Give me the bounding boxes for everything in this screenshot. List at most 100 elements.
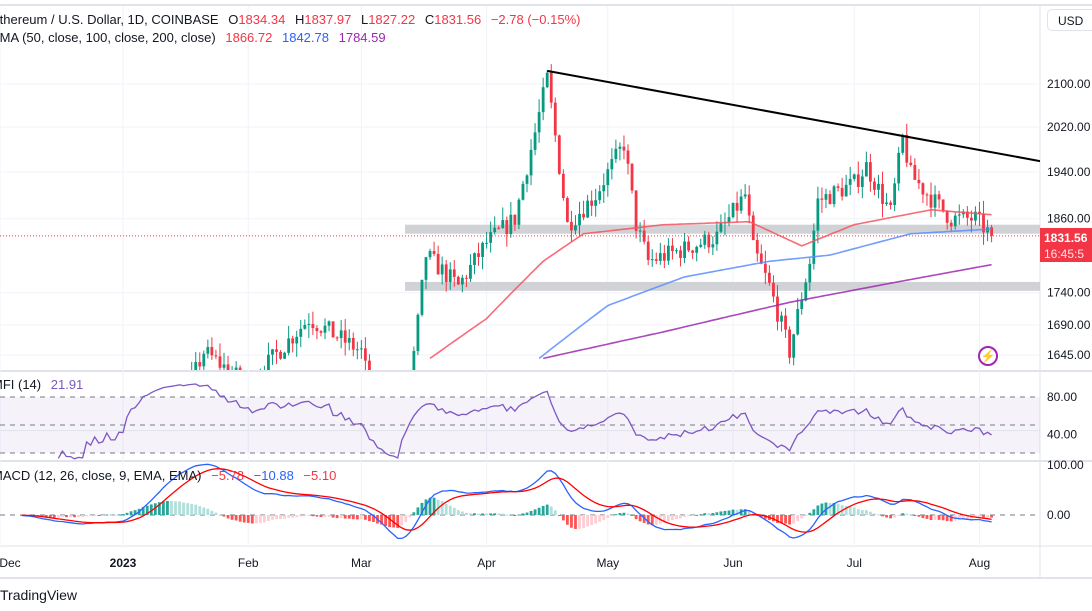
candle-body xyxy=(460,277,464,285)
candle-body xyxy=(869,162,872,182)
macd-histogram-bar xyxy=(327,515,331,517)
macd-histogram-bar xyxy=(380,515,383,525)
candle-body xyxy=(820,198,824,200)
candle-body xyxy=(824,194,828,200)
macd-histogram-bar xyxy=(198,506,202,515)
macd-histogram-bar xyxy=(335,515,339,519)
macd-histogram-bar xyxy=(961,515,965,520)
ema200-value: 1784.59 xyxy=(338,30,386,45)
candle-body xyxy=(707,234,711,248)
macd-histogram-bar xyxy=(747,510,751,515)
candle-body xyxy=(202,353,206,367)
macd-histogram-bar xyxy=(242,515,246,523)
candle-body xyxy=(602,185,606,192)
macd-histogram-bar xyxy=(578,515,581,529)
candle-body xyxy=(505,220,509,235)
macd-histogram-bar xyxy=(574,515,577,529)
macd-histogram-bar xyxy=(497,513,501,515)
macd-histogram-bar xyxy=(69,515,72,518)
candle-body xyxy=(509,214,513,235)
macd-histogram-bar xyxy=(856,509,860,515)
macd-histogram-bar xyxy=(667,515,670,522)
macd-histogram-bar xyxy=(315,515,319,517)
candle-body xyxy=(695,246,699,253)
candle-body xyxy=(626,150,630,164)
macd-histogram-bar xyxy=(561,515,565,521)
macd-histogram-bar xyxy=(990,515,993,518)
candle-body xyxy=(456,276,460,285)
lightning-icon[interactable]: ⚡ xyxy=(978,346,998,366)
macd-histogram-bar xyxy=(481,513,484,515)
macd-histogram-bar xyxy=(125,512,129,515)
macd-histogram-bar xyxy=(283,515,286,519)
macd-histogram-bar xyxy=(654,515,658,525)
macd-histogram-bar xyxy=(804,515,808,516)
macd-histogram-bar xyxy=(941,515,945,521)
macd-histogram-bar xyxy=(307,515,311,516)
candle-body xyxy=(513,214,517,225)
macd-histogram-bar xyxy=(388,515,392,528)
macd-histogram-bar xyxy=(905,513,909,515)
macd-legend[interactable]: MACD (12, 26, close, 9, EMA, EMA) −5.78 … xyxy=(0,468,342,483)
macd-histogram-bar xyxy=(852,507,856,515)
candle-body xyxy=(840,187,844,197)
macd-histogram-bar xyxy=(638,515,642,522)
macd-histogram-bar xyxy=(610,515,614,517)
price-pane xyxy=(191,64,1040,370)
candle-body xyxy=(549,72,553,103)
candle-body xyxy=(735,202,739,211)
candle-body xyxy=(485,242,488,244)
candle-body xyxy=(331,321,335,338)
macd-histogram-bar xyxy=(570,515,573,528)
macd-histogram-bar xyxy=(986,515,989,518)
macd-histogram-bar xyxy=(683,515,686,517)
macd-histogram-bar xyxy=(477,513,480,515)
macd-histogram-bar xyxy=(743,509,747,515)
mfi-legend[interactable]: MFI (14) 21.91 xyxy=(0,377,89,392)
candle-body xyxy=(545,72,549,88)
macd-histogram-bar xyxy=(465,512,468,515)
candle-body xyxy=(424,257,428,280)
bar-countdown: 16:45:5 xyxy=(1044,247,1085,261)
candle-body xyxy=(654,259,658,261)
candle-body xyxy=(727,217,731,223)
candle-body xyxy=(881,183,884,204)
ema-legend[interactable]: EMA (50, close, 100, close, 200, close) … xyxy=(0,30,392,45)
macd-histogram-bar xyxy=(780,515,783,524)
time-tick-label: 2023 xyxy=(110,556,137,570)
macd-histogram-bar xyxy=(836,503,840,515)
candle-body xyxy=(210,347,214,356)
macd-histogram-bar xyxy=(182,502,185,515)
macd-histogram-bar xyxy=(222,515,226,517)
support-zone xyxy=(405,281,1040,291)
macd-histogram-bar xyxy=(901,513,905,515)
macd-histogram-bar xyxy=(982,515,985,518)
tradingview-logo[interactable]: TradingView xyxy=(0,587,77,603)
candle-body xyxy=(327,321,331,326)
macd-histogram-bar xyxy=(420,502,424,515)
time-tick-label: Mar xyxy=(351,556,372,570)
macd-histogram-bar xyxy=(606,515,610,518)
macd-histogram-bar xyxy=(194,504,198,515)
macd-histogram-bar xyxy=(521,513,525,515)
macd-histogram-bar xyxy=(707,513,711,515)
candle-body xyxy=(557,135,561,174)
candle-body xyxy=(739,196,743,211)
price-tick-label: 1645.00 xyxy=(1047,348,1091,362)
macd-histogram-bar xyxy=(691,515,695,516)
macd-histogram-bar xyxy=(258,515,262,523)
candle-body xyxy=(646,241,650,261)
brand-name: TradingView xyxy=(0,587,78,603)
close-value: 1831.56 xyxy=(434,12,482,27)
macd-histogram-bar xyxy=(440,501,444,515)
candle-body xyxy=(763,263,767,273)
candle-body xyxy=(788,329,791,358)
candle-body xyxy=(606,169,610,186)
macd-histogram-bar xyxy=(133,510,137,515)
currency-button[interactable]: USD xyxy=(1047,9,1092,31)
candle-body xyxy=(465,277,468,279)
open-label: O xyxy=(228,12,239,27)
ema50-line xyxy=(429,208,992,360)
macd-histogram-bar xyxy=(735,509,739,515)
